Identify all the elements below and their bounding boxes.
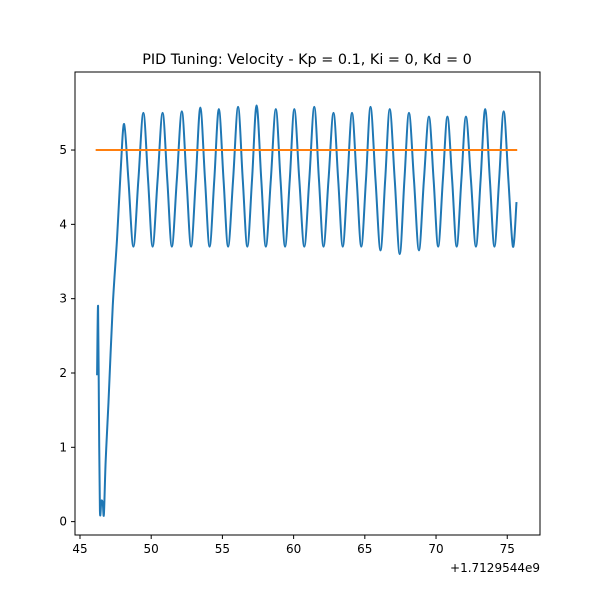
line-series (96, 104, 518, 517)
x-tick-label: 50 (144, 542, 159, 556)
y-tick-label: 4 (59, 217, 67, 231)
y-tick-label: 2 (59, 366, 67, 380)
x-tick-label: 70 (428, 542, 443, 556)
y-tick-label: 5 (59, 143, 67, 157)
y-tick-label: 3 (59, 292, 67, 306)
x-tick-label: 75 (500, 542, 515, 556)
x-tick-label: 65 (357, 542, 372, 556)
x-tick-label: 60 (286, 542, 301, 556)
plot-frame (74, 71, 541, 536)
x-offset-label: +1.7129544e9 (450, 561, 540, 575)
chart-title: PID Tuning: Velocity - Kp = 0.1, Ki = 0,… (142, 52, 472, 68)
y-tick-label: 0 (59, 515, 67, 529)
x-tick-label: 45 (72, 542, 87, 556)
x-tick-label: 55 (215, 542, 230, 556)
y-tick-label: 1 (59, 440, 67, 454)
